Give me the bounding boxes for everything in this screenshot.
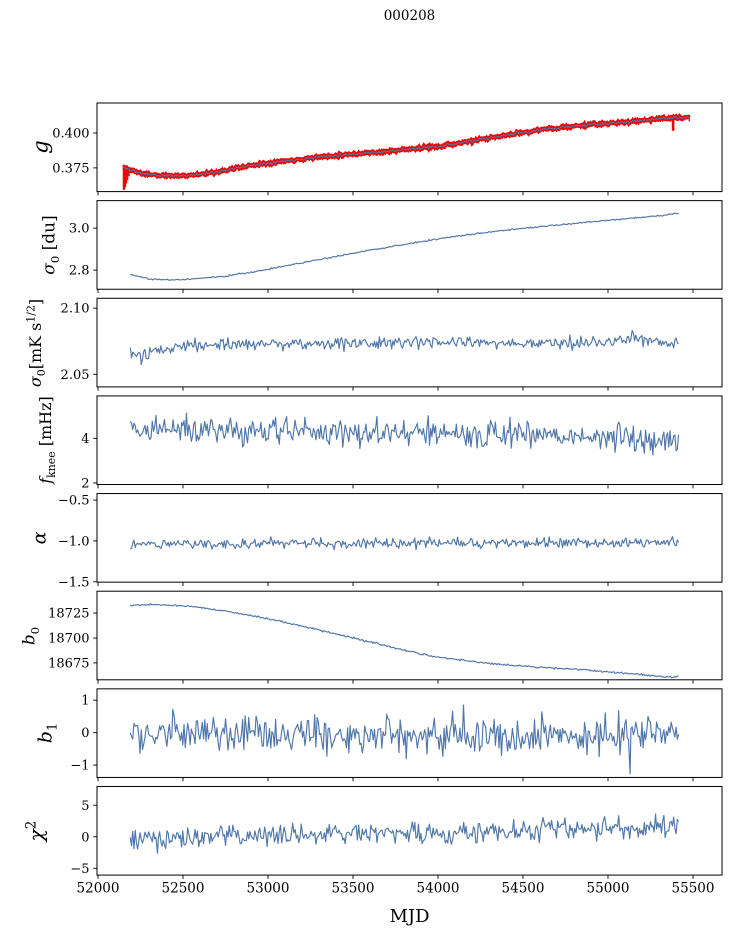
data-line-b1	[129, 704, 680, 775]
data-line-alpha	[130, 536, 680, 551]
y-tick-label: 4	[81, 432, 89, 447]
x-tick-label: 52000	[77, 881, 120, 897]
x-axis-title: MJD	[389, 906, 430, 927]
subplot-f_knee-frame	[96, 395, 723, 486]
subplot-b1-series	[129, 704, 680, 775]
subplot-sigma0_mK-frame	[96, 297, 723, 388]
y-axis-label-b1: b1	[34, 722, 61, 744]
subplot-sigma0_du-frame	[96, 200, 723, 290]
y-axis-label-chi2: χ2	[23, 820, 48, 842]
y-tick-label: 0.400	[52, 126, 89, 141]
x-tick-label: 54000	[417, 881, 460, 897]
subplot-g-frame	[96, 102, 723, 193]
y-tick-label: 18675	[48, 656, 89, 671]
y-tick-label: 18700	[48, 631, 89, 646]
data-line-g	[123, 115, 690, 177]
y-tick-label: 2.8	[69, 264, 90, 279]
subplot-g-series	[122, 113, 691, 190]
y-tick-label: 2.10	[61, 302, 90, 317]
y-tick-label: 0	[81, 726, 89, 741]
y-tick-label: −5	[70, 862, 89, 877]
x-tick-label: 52500	[162, 881, 205, 897]
subplot-b0-series	[129, 603, 679, 679]
data-line-sigma0_du	[130, 212, 679, 281]
data-line-f_knee	[129, 412, 680, 456]
x-tick-label: 54500	[502, 881, 545, 897]
y-tick-label: 0	[81, 830, 89, 845]
subplot-sigma0_mK-series	[129, 329, 679, 366]
x-tick-label: 53500	[332, 881, 375, 897]
x-tick-label: 55000	[587, 881, 630, 897]
x-tick-label: 53000	[247, 881, 290, 897]
subplot-alpha-frame	[96, 493, 723, 583]
figure-title: 000208	[383, 8, 436, 24]
y-tick-label: 18725	[48, 607, 89, 622]
subplot-chi2-series	[129, 813, 680, 854]
y-axis-label-sigma0_du: σ0 [du]	[39, 215, 62, 275]
subplot-chi2-frame	[96, 785, 723, 876]
y-tick-label: 3.0	[69, 222, 90, 237]
y-tick-label: −0.5	[58, 494, 90, 509]
y-tick-label: 1	[81, 694, 89, 709]
y-axis-label-sigma0_mK: σ0[mK s1/2]	[24, 298, 49, 387]
errorbar-band	[123, 113, 691, 180]
y-axis-label-g: g	[28, 140, 53, 155]
x-tick-label: 55500	[672, 881, 715, 897]
y-axis-label-alpha: α	[28, 531, 51, 545]
subplot-alpha-series	[130, 536, 680, 551]
y-axis-label-b0: b0	[19, 626, 42, 645]
data-line-b0	[129, 603, 679, 679]
subplot-sigma0_du-series	[130, 212, 679, 281]
data-line-chi2	[129, 813, 680, 854]
data-line-sigma0_mK	[129, 329, 679, 366]
subplot-b0-frame	[96, 590, 723, 681]
y-tick-label: 2	[81, 476, 89, 491]
y-tick-label: −1.0	[58, 534, 90, 549]
y-tick-label: −1	[70, 759, 89, 774]
y-axis-label-f_knee: fknee [mHz]	[36, 396, 59, 484]
subplot-f_knee-series	[129, 412, 680, 456]
y-tick-label: 2.05	[61, 368, 90, 383]
subplot-b1-frame	[96, 688, 723, 778]
y-tick-label: 5	[81, 799, 89, 814]
y-tick-label: −1.5	[58, 575, 90, 590]
y-tick-label: 0.375	[52, 161, 89, 176]
